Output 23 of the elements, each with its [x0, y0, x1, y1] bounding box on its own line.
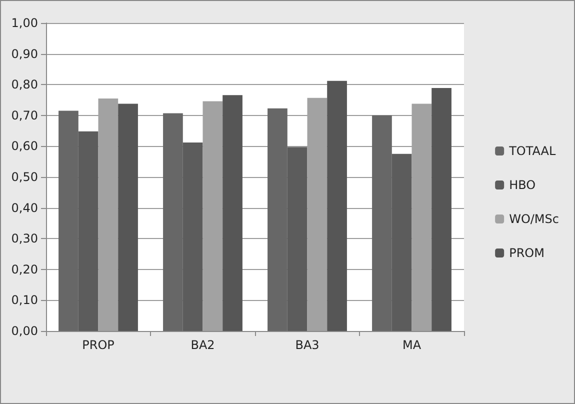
- y-tick-label: 1,00: [11, 16, 38, 30]
- bar: [222, 95, 242, 331]
- y-tick-label: 0,90: [11, 46, 38, 61]
- y-tick-label: 0,60: [11, 139, 38, 154]
- bar: [432, 88, 452, 331]
- y-tick-label: 0,20: [11, 262, 38, 276]
- legend-label: WO/MSc: [509, 212, 559, 226]
- y-tick-label: 0,70: [11, 108, 38, 122]
- legend-label: TOTAAL: [508, 144, 556, 158]
- y-tick-label: 0,50: [11, 170, 38, 184]
- x-tick-label: BA3: [295, 338, 320, 352]
- y-tick-label: 0,80: [11, 78, 38, 92]
- legend-label: PROM: [509, 246, 544, 260]
- x-tick-label: BA2: [190, 338, 215, 352]
- bar: [118, 104, 138, 331]
- x-tick-label: PROP: [82, 338, 114, 352]
- legend-label: HBO: [509, 178, 536, 192]
- x-tick-label: MA: [402, 338, 422, 352]
- y-tick-label: 0,10: [11, 293, 38, 308]
- y-tick-label: 0,00: [11, 324, 38, 338]
- y-tick-label: 0,40: [11, 200, 38, 215]
- y-tick-label: 0,30: [11, 232, 38, 246]
- bar: [327, 80, 347, 331]
